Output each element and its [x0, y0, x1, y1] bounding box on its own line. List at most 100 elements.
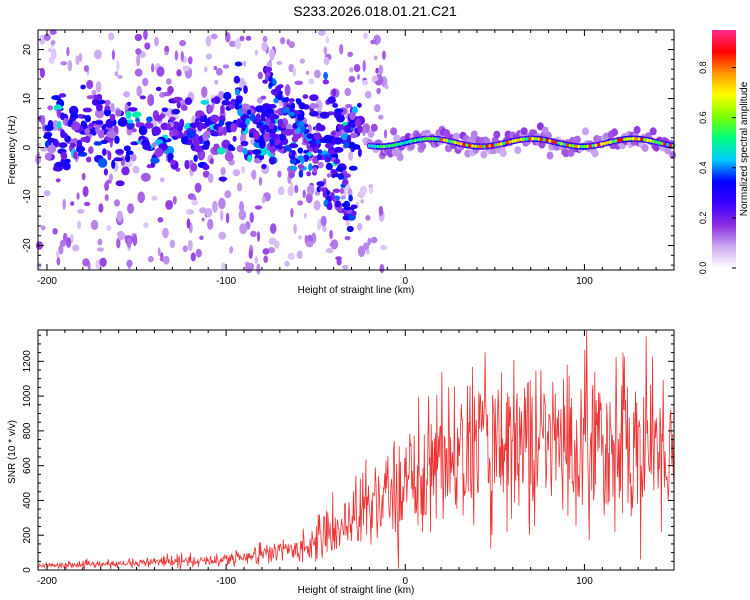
colorbar-tick-label: 0.0 — [698, 262, 708, 275]
spectrogram-cell — [88, 146, 94, 155]
spectrogram-cell — [380, 244, 388, 251]
spectrogram-cell — [143, 29, 148, 40]
spectrogram-cell — [640, 137, 644, 142]
spectrogram-cell — [611, 139, 615, 144]
spectrogram-cell — [663, 142, 667, 146]
spectrogram-cell — [468, 143, 472, 148]
spectrogram-cell — [296, 126, 301, 134]
spectrogram-cell — [303, 212, 307, 219]
spectrogram-cell — [645, 138, 650, 142]
spectrogram-cell — [269, 223, 277, 234]
spectrogram-cell — [82, 121, 88, 130]
spectrogram-cell — [180, 50, 184, 62]
spectrogram-cell — [567, 148, 575, 157]
spectrogram-cell — [269, 48, 275, 61]
spectrogram-cell — [428, 136, 432, 141]
spectrogram-cell — [218, 231, 226, 240]
spectrogram-cell — [113, 157, 123, 162]
spectrogram-cell — [254, 49, 258, 56]
spectrogram-cell — [248, 133, 255, 138]
spectrogram-cell — [135, 48, 142, 55]
spectrogram-cell — [588, 144, 592, 148]
spectrogram-cell — [364, 90, 372, 99]
spectrogram-cell — [350, 204, 358, 210]
spectrogram-cell — [505, 140, 509, 145]
spectrogram-cell — [344, 236, 351, 241]
spectrogram-cell — [115, 109, 122, 117]
spectrogram-cell — [209, 158, 214, 165]
spectrogram-cell — [485, 144, 489, 149]
spectrogram-cell — [422, 137, 426, 141]
snr-ytick-label: 1200 — [22, 350, 33, 373]
spectrogram-cell — [269, 138, 275, 145]
spectrogram-cell — [243, 60, 247, 67]
spectrogram-cell — [306, 70, 310, 75]
spectrogram-cell — [333, 146, 344, 153]
spectrogram-cell — [109, 173, 113, 182]
spectrogram-cell — [39, 67, 46, 78]
spectrogram-cell — [197, 123, 207, 129]
spectrogram-cell — [631, 136, 635, 141]
spectrogram-cell — [245, 117, 251, 126]
spectrogram-cell — [308, 163, 313, 172]
spectrogram-cell — [317, 124, 326, 132]
spectrogram-cell — [106, 130, 117, 139]
spectrogram-cell — [110, 103, 115, 113]
snr-xtick-label: -200 — [37, 576, 57, 587]
spectrogram-cell — [172, 108, 180, 115]
spectrogram-cell — [326, 173, 331, 178]
spectrogram-cell — [184, 97, 193, 105]
spectrogram-cell — [165, 78, 172, 85]
spectrogram-cell — [150, 157, 160, 164]
spectrogram-cell — [220, 166, 226, 176]
spectrogram-cell — [317, 30, 326, 36]
spectrogram-cell — [222, 126, 227, 136]
spectrogram-cell — [335, 256, 342, 261]
spectrogram-cell — [115, 180, 125, 187]
colorbar-ticks: 0.0 0.2 0.4 0.6 0.8 — [698, 61, 736, 274]
spectrogram-cell — [186, 209, 192, 215]
spectrogram-cell — [625, 137, 630, 141]
spectrogram-cell — [114, 199, 120, 207]
snr-ytick-label: 400 — [22, 492, 33, 509]
spectrogram-cell — [319, 111, 330, 119]
spectrogram-cell — [332, 88, 337, 97]
spectrogram-cell — [142, 77, 149, 87]
spectrogram-cell — [546, 151, 554, 160]
spectrogram-frame — [37, 29, 675, 271]
spectrogram-cell — [50, 48, 57, 60]
spectrogram-cell — [617, 138, 621, 142]
spectrogram-cell — [369, 185, 374, 195]
spectrogram-cell — [511, 139, 515, 143]
spectrogram-cell — [199, 207, 207, 214]
spectrogram-cell — [43, 33, 51, 41]
spectrogram-cell — [520, 127, 528, 136]
spectrogram-cell — [96, 93, 103, 102]
spectrogram-cell — [488, 144, 492, 148]
spectrogram-cell — [80, 136, 90, 143]
spectrogram-cell — [342, 215, 350, 221]
spectrogram-cell — [155, 86, 162, 92]
spectrogram-cell — [275, 85, 282, 92]
spectrogram-cell — [354, 118, 362, 127]
spectrogram-cell — [44, 152, 53, 161]
spectrogram-cell — [591, 144, 595, 148]
spectrogram-cell — [236, 144, 244, 153]
spectrogram-cell — [473, 144, 478, 149]
spectrogram-cell — [187, 239, 193, 252]
spectrogram-cell — [53, 104, 63, 111]
spectrogram-cell — [292, 66, 297, 77]
spectrogram-cell — [357, 102, 362, 108]
spectrogram-cell — [519, 137, 524, 142]
spectrogram-cell — [496, 142, 500, 147]
spectrogram-cell — [182, 245, 188, 253]
spectrogram-cell — [623, 137, 627, 142]
spectrogram-cell — [302, 189, 306, 199]
spectrogram-cell — [167, 152, 174, 162]
spectrogram-cell — [207, 173, 214, 183]
colorbar-tick-label: 0.8 — [698, 61, 708, 74]
spectrogram-cell — [299, 58, 306, 64]
spectrogram-cell — [256, 121, 264, 126]
spectrogram-cell — [376, 87, 381, 95]
